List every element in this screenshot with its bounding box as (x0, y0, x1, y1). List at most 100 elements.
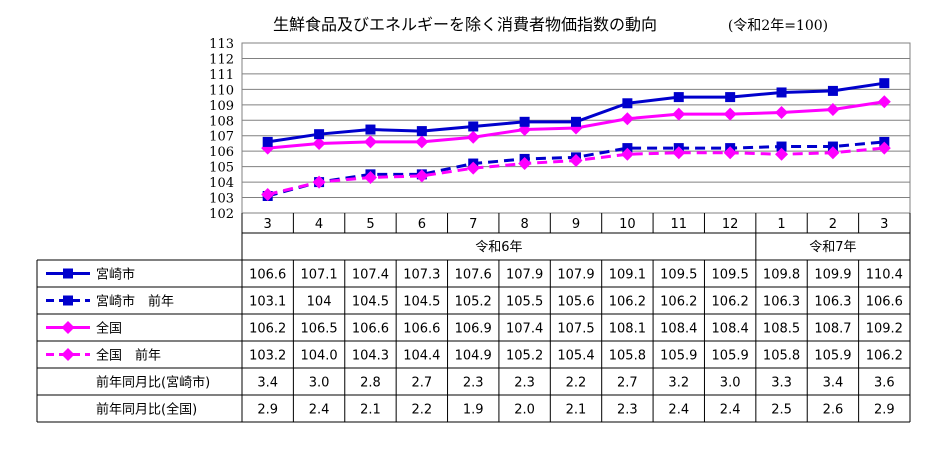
table-cell-value: 104.0 (300, 349, 337, 364)
y-tick-label: 108 (209, 114, 234, 129)
table-cell-value: 103.1 (249, 295, 286, 310)
table-row-label: 前年同月比(全国) (96, 402, 197, 418)
table-cell-value: 106.5 (300, 322, 337, 337)
table-cell-value: 3.4 (823, 376, 844, 391)
y-tick-label: 106 (209, 145, 234, 160)
data-point (519, 116, 530, 127)
data-point (622, 98, 633, 109)
table-cell-value: 109.8 (763, 268, 800, 283)
table-cell-value: 107.9 (557, 268, 594, 283)
data-point (365, 124, 376, 135)
table-cell-value: 109.9 (814, 268, 851, 283)
data-point (261, 187, 275, 201)
table-cell-value: 107.5 (557, 322, 594, 337)
table-cell-value: 105.8 (609, 349, 646, 364)
x-tick-label: 10 (619, 217, 636, 232)
data-point (314, 129, 325, 140)
table-cell-value: 105.9 (660, 349, 697, 364)
table-cell-value: 108.1 (609, 322, 646, 337)
table-cell-value: 104.4 (403, 349, 440, 364)
table-cell-value: 107.6 (455, 268, 492, 283)
table-cell-value: 2.2 (412, 403, 433, 418)
table-cell-value: 106.2 (249, 322, 286, 337)
table-cell-value: 106.6 (866, 295, 903, 310)
table-cell-value: 3.2 (668, 376, 689, 391)
table-cell-value: 109.5 (660, 268, 697, 283)
table-cell-value: 107.1 (300, 268, 337, 283)
table-cell-value: 2.2 (566, 376, 587, 391)
table-cell-value: 106.6 (249, 268, 286, 283)
table-cell-value: 2.1 (360, 403, 381, 418)
data-point (312, 136, 326, 150)
table-cell-value: 2.0 (514, 403, 535, 418)
series-layer (261, 78, 891, 201)
x-tick-label: 6 (418, 217, 426, 232)
table-cell-value: 106.6 (403, 322, 440, 337)
x-tick-label: 5 (366, 217, 374, 232)
y-tick-label: 112 (209, 52, 234, 67)
data-point (827, 85, 838, 96)
legend-key-marker (61, 348, 75, 361)
table-cell-value: 108.4 (660, 322, 697, 337)
legend-label: 宮崎市 前年 (96, 294, 174, 310)
data-point (723, 146, 737, 160)
data-point (826, 102, 840, 116)
table-cell-value: 2.7 (617, 376, 638, 391)
table-row-label: 前年同月比(宮崎市) (96, 375, 210, 391)
data-point (826, 146, 840, 160)
data-point (363, 170, 377, 184)
table-cell-value: 104.5 (403, 295, 440, 310)
table-cell-value: 106.2 (866, 349, 903, 364)
table-cell-value: 2.1 (566, 403, 587, 418)
table-cell-value: 106.3 (814, 295, 851, 310)
legend-key-marker (63, 268, 73, 279)
data-point (571, 116, 581, 127)
table-cell-value: 2.3 (514, 376, 535, 391)
table-cell-value: 105.5 (506, 295, 543, 310)
table-cell-value: 103.2 (249, 349, 286, 364)
table-cell-value: 2.7 (412, 376, 433, 391)
table-cell-value: 2.6 (823, 403, 844, 418)
table-cell-value: 3.4 (257, 376, 278, 391)
table-cell-value: 106.2 (609, 295, 646, 310)
y-tick-label: 102 (209, 207, 234, 222)
table-cell-value: 2.4 (720, 403, 741, 418)
y-tick-label: 110 (209, 83, 234, 98)
x-tick-label: 12 (722, 217, 739, 232)
y-tick-label: 103 (209, 192, 234, 207)
table-cell-value: 105.6 (557, 295, 594, 310)
data-point (468, 121, 479, 132)
table-cell-value: 105.4 (557, 349, 594, 364)
data-point (673, 92, 684, 103)
data-point (672, 107, 686, 121)
table-cell-value: 105.9 (814, 349, 851, 364)
plot-area-border (241, 42, 911, 214)
data-point (672, 146, 686, 160)
table-cell-value: 105.9 (712, 349, 749, 364)
table-cell-value: 104 (307, 295, 332, 310)
table-cell-value: 109.1 (609, 268, 646, 283)
data-point (416, 126, 427, 137)
table-cell-value: 106.6 (352, 322, 389, 337)
x-tick-label: 3 (880, 217, 888, 232)
table-cell-value: 105.8 (763, 349, 800, 364)
table-cell-value: 108.5 (763, 322, 800, 337)
y-tick-label: 107 (209, 130, 234, 145)
data-point (775, 106, 789, 120)
table-cell-value: 3.3 (771, 376, 792, 391)
table-cell-value: 2.3 (617, 403, 638, 418)
legend-key-marker (61, 321, 75, 334)
table-cell-value: 104.9 (455, 349, 492, 364)
x-tick-label: 1 (777, 217, 785, 232)
x-tick-label: 11 (670, 217, 687, 232)
data-point (776, 87, 787, 98)
data-point (312, 175, 326, 189)
table-cell-value: 104.3 (352, 349, 389, 364)
table-cell-value: 107.3 (403, 268, 440, 283)
table-cell-value: 2.4 (309, 403, 330, 418)
x-tick-label: 3 (264, 217, 272, 232)
table-cell-value: 106.2 (660, 295, 697, 310)
table-cell-value: 105.2 (506, 349, 543, 364)
